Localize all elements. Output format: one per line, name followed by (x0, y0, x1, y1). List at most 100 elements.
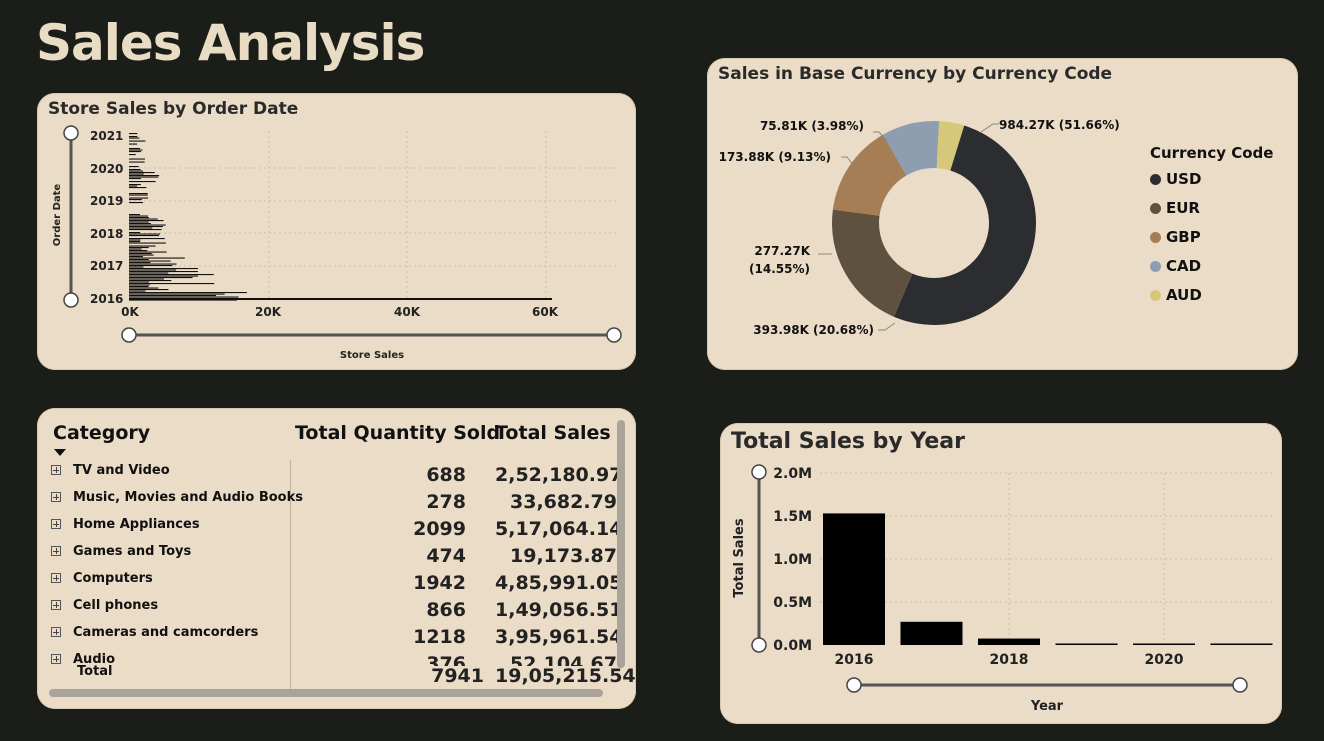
category-cell: Computers (73, 570, 153, 586)
table-row[interactable]: Cameras and camcorders (51, 622, 258, 642)
legend-label: GBP (1166, 228, 1201, 246)
legend-item-eur[interactable]: EUR (1150, 199, 1200, 217)
y-tick-label: 2017 (90, 259, 123, 273)
order-date-bar (129, 194, 148, 196)
donut-slice-eur[interactable] (832, 209, 913, 317)
order-date-bar (129, 292, 247, 294)
year-bar-2017[interactable] (900, 621, 963, 645)
order-date-bar (129, 274, 214, 276)
x-slider-handle-right[interactable] (606, 327, 622, 343)
order-date-bar (129, 218, 158, 220)
vertical-scrollbar[interactable] (617, 420, 625, 668)
y-tick-label: 2021 (90, 129, 123, 143)
table-row[interactable]: Computers (51, 568, 153, 588)
expand-icon[interactable] (51, 654, 61, 664)
year-bar-2016[interactable] (823, 513, 885, 645)
year-chart-title: Total Sales by Year (731, 429, 965, 454)
order-date-bar (129, 265, 173, 267)
table-row[interactable]: Cell phones (51, 595, 158, 615)
order-date-bar (129, 229, 162, 231)
order-date-bar (129, 281, 150, 283)
legend-item-aud[interactable]: AUD (1150, 286, 1202, 304)
cad-data-label: 173.88K (9.13%) (719, 150, 831, 164)
order-date-bar (129, 287, 159, 289)
legend-item-cad[interactable]: CAD (1150, 257, 1201, 275)
expand-icon[interactable] (51, 465, 61, 475)
order-date-bar (129, 248, 142, 250)
order-date-bar (129, 176, 159, 178)
table-row[interactable]: Games and Toys (51, 541, 191, 561)
order-date-bar (129, 140, 146, 142)
order-date-bar (129, 238, 165, 240)
year-bar-2020[interactable] (1133, 643, 1195, 646)
expand-icon[interactable] (51, 600, 61, 610)
table-row[interactable]: Home Appliances (51, 514, 200, 534)
order-date-bar (129, 283, 215, 285)
order-date-bar (129, 226, 163, 228)
legend-label: USD (1166, 170, 1202, 188)
y-slider-handle-top[interactable] (63, 125, 79, 141)
y-tick-label: 0.0M (773, 638, 812, 654)
x-slider-handle-left[interactable] (121, 327, 137, 343)
y-slider-handle-bottom[interactable] (63, 292, 79, 308)
expand-icon[interactable] (51, 519, 61, 529)
donut-slice-usd[interactable] (893, 125, 1036, 325)
order-date-bar (129, 275, 199, 277)
expand-icon[interactable] (51, 627, 61, 637)
order-date-bar (129, 257, 185, 259)
sales-cell: 33,682.79 (510, 491, 617, 513)
order-date-bar (129, 242, 166, 244)
category-column-header[interactable]: Category (53, 422, 151, 444)
gbp-data-label-line2: (14.55%) (749, 262, 810, 276)
order-date-bar (129, 149, 143, 151)
year-bar-2018[interactable] (978, 638, 1040, 645)
table-row[interactable]: Music, Movies and Audio Books (51, 487, 303, 507)
year-bar-2019[interactable] (1055, 643, 1118, 646)
year-bar-2021[interactable] (1210, 643, 1273, 646)
order-date-bar (129, 169, 141, 171)
order-date-bar (129, 253, 152, 255)
donut-slice-cad[interactable] (883, 121, 940, 176)
column-divider (290, 460, 291, 690)
expand-icon[interactable] (51, 492, 61, 502)
donut-slice-gbp[interactable] (832, 134, 907, 216)
expand-icon[interactable] (51, 546, 61, 556)
table-row[interactable]: Audio (51, 649, 115, 666)
x-slider-handle-right[interactable] (1232, 677, 1248, 693)
year-bars (823, 513, 1273, 645)
expand-icon[interactable] (51, 573, 61, 583)
legend-dot (1150, 231, 1161, 243)
order-date-bar (129, 271, 198, 273)
order-date-bar (129, 259, 149, 261)
sort-down-icon[interactable] (54, 449, 66, 456)
qty-cell: 1218 (413, 626, 466, 648)
category-cell: Cameras and camcorders (73, 624, 259, 640)
order-date-bar (129, 172, 155, 174)
y-slider-handle-top[interactable] (751, 464, 767, 480)
order-date-bar (129, 215, 148, 217)
y-tick-label: 1.0M (773, 552, 812, 568)
qty-cell: 278 (426, 491, 466, 513)
order-date-bar (129, 269, 177, 271)
y-slider-handle-bottom[interactable] (751, 637, 767, 653)
sales-column-header[interactable]: Total Sales (495, 422, 611, 444)
order-date-bar (129, 223, 151, 225)
sales-cell: 4,85,991.05 (495, 572, 617, 594)
y-tick-label: 0.5M (773, 595, 812, 611)
horizontal-scrollbar[interactable] (49, 689, 603, 697)
order-date-bar (129, 277, 193, 279)
legend-item-gbp[interactable]: GBP (1150, 228, 1201, 246)
eur-data-label: 393.98K (20.68%) (753, 323, 874, 337)
order-date-bar (129, 185, 138, 187)
table-row[interactable]: TV and Video (51, 460, 170, 480)
x-tick-label: 2018 (990, 652, 1029, 668)
order-date-bar (129, 272, 169, 274)
y-tick-labels: 2021 2020 2019 2018 2017 2016 (90, 129, 123, 306)
year-sales-card: Total Sales by Year Total Sales 2.0M 1.5M… (720, 423, 1282, 724)
legend-item-usd[interactable]: USD (1150, 170, 1201, 188)
order-date-bar (129, 280, 172, 282)
x-slider-handle-left[interactable] (846, 677, 862, 693)
qty-column-header[interactable]: Total Quantity Sold (295, 422, 501, 444)
x-tick-labels: 0K 20K 40K 60K (121, 305, 559, 319)
donut-slice-aud[interactable] (936, 121, 965, 171)
